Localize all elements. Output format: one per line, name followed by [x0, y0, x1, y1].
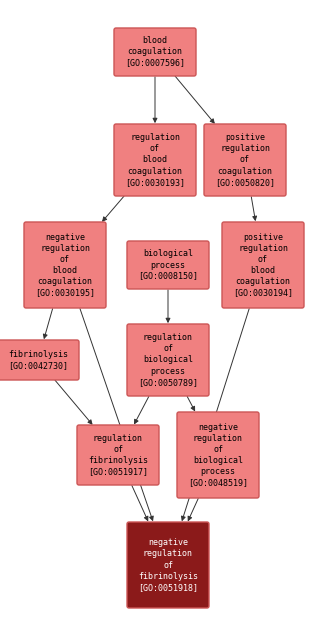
FancyBboxPatch shape — [222, 222, 304, 308]
Text: positive
regulation
of
blood
coagulation
[GO:0030194]: positive regulation of blood coagulation… — [233, 233, 293, 297]
Text: negative
regulation
of
fibrinolysis
[GO:0051918]: negative regulation of fibrinolysis [GO:… — [138, 538, 198, 592]
FancyBboxPatch shape — [177, 412, 259, 498]
Text: negative
regulation
of
blood
coagulation
[GO:0030195]: negative regulation of blood coagulation… — [35, 233, 95, 297]
FancyBboxPatch shape — [114, 28, 196, 76]
Text: regulation
of
fibrinolysis
[GO:0051917]: regulation of fibrinolysis [GO:0051917] — [88, 434, 148, 476]
FancyBboxPatch shape — [204, 124, 286, 196]
Text: regulation
of
biological
process
[GO:0050789]: regulation of biological process [GO:005… — [138, 333, 198, 387]
Text: regulation
of
blood
coagulation
[GO:0030193]: regulation of blood coagulation [GO:0030… — [125, 133, 185, 186]
FancyBboxPatch shape — [127, 522, 209, 608]
Text: biological
process
[GO:0008150]: biological process [GO:0008150] — [138, 249, 198, 281]
Text: blood
coagulation
[GO:0007596]: blood coagulation [GO:0007596] — [125, 36, 185, 68]
FancyBboxPatch shape — [127, 324, 209, 396]
Text: negative
regulation
of
biological
process
[GO:0048519]: negative regulation of biological proces… — [188, 423, 248, 488]
Text: positive
regulation
of
coagulation
[GO:0050820]: positive regulation of coagulation [GO:0… — [215, 133, 275, 186]
FancyBboxPatch shape — [77, 425, 159, 485]
FancyBboxPatch shape — [114, 124, 196, 196]
Text: fibrinolysis
[GO:0042730]: fibrinolysis [GO:0042730] — [8, 350, 68, 370]
FancyBboxPatch shape — [127, 241, 209, 289]
FancyBboxPatch shape — [24, 222, 106, 308]
FancyBboxPatch shape — [0, 340, 79, 380]
